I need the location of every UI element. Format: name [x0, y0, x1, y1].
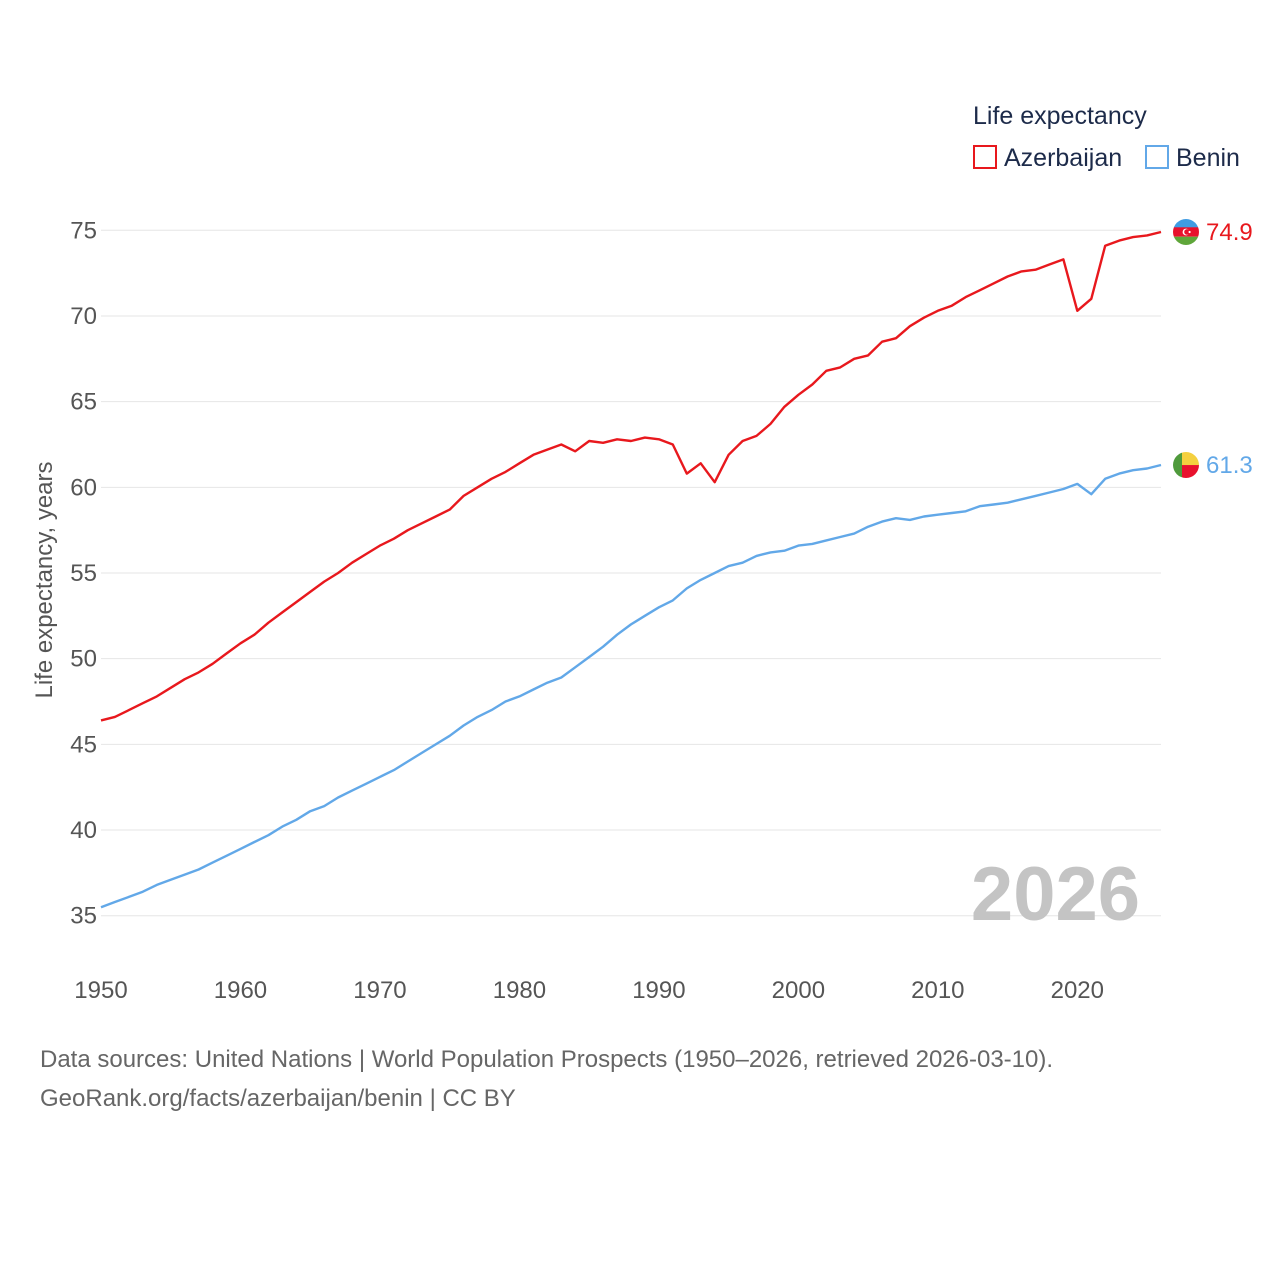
x-tick-label: 1950 — [74, 977, 127, 1004]
x-tick-label: 1970 — [353, 977, 406, 1004]
x-tick-label: 1980 — [493, 977, 546, 1004]
y-tick-label: 35 — [70, 903, 97, 930]
y-tick-label: 50 — [70, 646, 97, 673]
year-watermark: 2026 — [971, 852, 1140, 937]
legend-swatch-azerbaijan — [973, 145, 997, 169]
series-lines — [100, 230, 1162, 909]
attribution-link[interactable]: GeoRank.org/facts/azerbaijan/benin | CC … — [40, 1085, 516, 1112]
x-tick-label: 2010 — [911, 977, 964, 1004]
legend-item-benin[interactable]: Benin — [1145, 144, 1240, 172]
grid-lines — [101, 229, 1161, 917]
y-tick-label: 45 — [70, 731, 97, 758]
legend-label-benin: Benin — [1176, 144, 1240, 172]
benin-end-value: 61.3 — [1206, 452, 1253, 479]
x-tick-label: 2020 — [1051, 977, 1104, 1004]
azerbaijan-end-marker: 74.9 — [1173, 218, 1253, 246]
series-line-azerbaijan — [100, 230, 1162, 722]
y-tick-label: 65 — [70, 389, 97, 416]
data-source-text: Data sources: United Nations | World Pop… — [40, 1046, 1054, 1073]
x-tick-label: 1990 — [632, 977, 685, 1004]
y-tick-label: 55 — [70, 560, 97, 587]
series-line-benin — [100, 463, 1162, 909]
y-tick-label: 70 — [70, 303, 97, 330]
x-axis-ticks: 1950 1960 1970 1980 1990 2000 2010 2020 — [74, 977, 1104, 1004]
footer: Data sources: United Nations | World Pop… — [40, 1040, 1260, 1118]
azerbaijan-end-value: 74.9 — [1206, 219, 1253, 246]
legend-item-azerbaijan[interactable]: Azerbaijan — [973, 144, 1122, 172]
benin-flag-icon — [1173, 452, 1199, 479]
y-axis-ticks: 35 40 45 50 55 60 65 70 75 — [70, 217, 97, 929]
y-axis-title: Life expectancy, years — [31, 461, 58, 698]
life-expectancy-chart: 35 40 45 50 55 60 65 70 75 1950 1960 1970 1980 1990 2… — [31, 102, 1253, 1004]
legend-title: Life expectancy — [973, 102, 1147, 130]
legend: Life expectancy Azerbaijan Benin — [973, 102, 1240, 172]
y-tick-label: 40 — [70, 817, 97, 844]
benin-end-marker: 61.3 — [1173, 452, 1253, 479]
legend-swatch-benin — [1145, 145, 1169, 169]
y-tick-label: 75 — [70, 217, 97, 244]
x-tick-label: 1960 — [214, 977, 267, 1004]
legend-label-azerbaijan: Azerbaijan — [1004, 144, 1122, 172]
y-tick-label: 60 — [70, 474, 97, 501]
azerbaijan-flag-icon — [1173, 218, 1199, 245]
x-tick-label: 2000 — [772, 977, 825, 1004]
